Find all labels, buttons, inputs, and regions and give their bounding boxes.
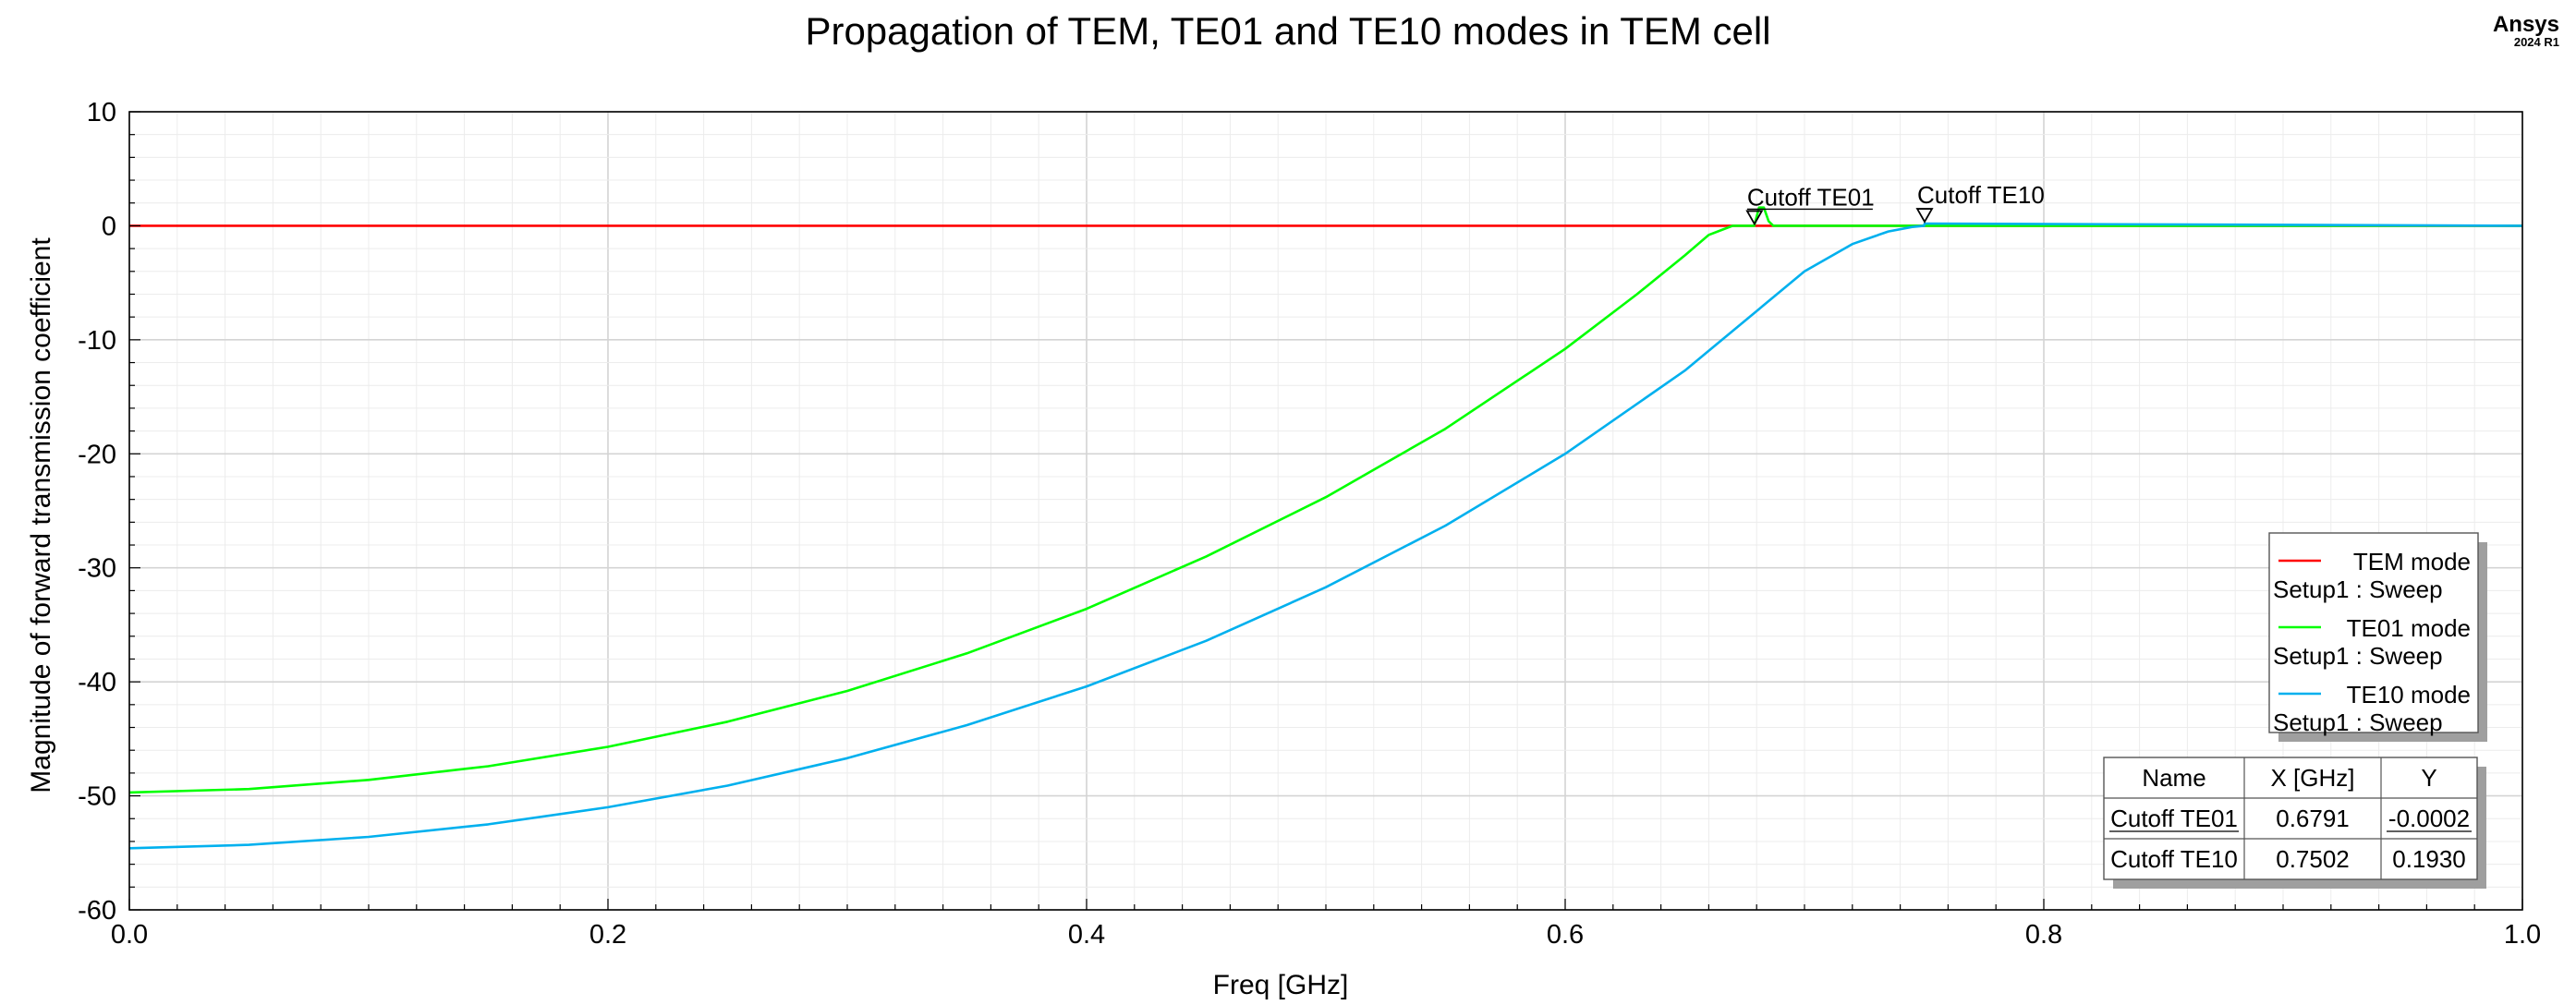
marker-label: Cutoff TE01 xyxy=(1747,183,1875,211)
marker-triangle xyxy=(1915,208,1934,224)
table-cell: Cutoff TE01 xyxy=(2110,805,2238,832)
table-header-cell: Name xyxy=(2142,764,2205,792)
table-cell: 0.1930 xyxy=(2392,845,2466,873)
marker-table[interactable]: Name X [GHz] Y Cutoff TE01 0.6791 -0.0002 Cuto… xyxy=(2103,757,2486,889)
chart-title: Propagation of TEM, TE01 and TE10 modes … xyxy=(805,9,1770,53)
table-cell: 0.7502 xyxy=(2276,845,2350,873)
legend-box xyxy=(2268,532,2479,733)
x-tick-label: 0.8 xyxy=(2025,920,2062,950)
table-header-cell: X [GHz] xyxy=(2270,764,2354,792)
x-tick-label: 0.2 xyxy=(589,920,626,950)
legend-entry-name: TEM mode xyxy=(2353,548,2471,575)
markers: Cutoff TE01 Cutoff TE10 xyxy=(1745,181,2045,226)
y-axis-label: Magnitude of forward transmission coeffi… xyxy=(26,237,56,793)
brand-version: 2024 R1 xyxy=(2514,35,2559,49)
x-axis-label: Freq [GHz] xyxy=(1213,970,1349,1000)
marker-table-box xyxy=(2103,757,2478,880)
legend-entry-sub: Setup1 : Sweep xyxy=(2273,708,2443,736)
table-cell: -0.0002 xyxy=(2388,805,2470,832)
y-tick-label: -20 xyxy=(78,440,116,469)
y-tick-label: -60 xyxy=(78,896,116,926)
brand-logo-text: Ansys xyxy=(2493,12,2559,37)
table-cell: 0.6791 xyxy=(2276,805,2350,832)
series-line-te10-mode xyxy=(128,222,2523,850)
legend-entry-name: TE01 mode xyxy=(2347,614,2471,642)
y-tick-label: -30 xyxy=(78,554,116,584)
table-cell: Cutoff TE10 xyxy=(2110,845,2238,873)
axes: 0.0 0.2 0.4 0.6 0.8 1.0 -60 -50 -40 -30 -20 -10 0 10 xyxy=(78,98,2541,950)
y-tick-label: -40 xyxy=(78,668,116,697)
y-tick-label: -50 xyxy=(78,782,116,812)
grid xyxy=(128,111,2523,911)
legend-entry-sub: Setup1 : Sweep xyxy=(2273,575,2443,603)
plot-area xyxy=(128,206,2523,850)
y-tick-label: -10 xyxy=(78,326,116,356)
legend-entry-name: TE10 mode xyxy=(2347,681,2471,708)
marker-triangle xyxy=(1745,210,1764,226)
table-header-cell: Y xyxy=(2421,764,2436,792)
x-tick-label: 0.0 xyxy=(111,920,148,950)
y-tick-label: 10 xyxy=(87,98,116,127)
marker-label: Cutoff TE10 xyxy=(1917,181,2045,209)
x-tick-label: 0.6 xyxy=(1547,920,1584,950)
x-tick-label: 0.4 xyxy=(1068,920,1105,950)
legend-entry-sub: Setup1 : Sweep xyxy=(2273,642,2443,670)
y-tick-label: 0 xyxy=(102,212,116,241)
x-tick-label: 1.0 xyxy=(2504,920,2541,950)
series-line-te01-mode xyxy=(128,206,2522,794)
